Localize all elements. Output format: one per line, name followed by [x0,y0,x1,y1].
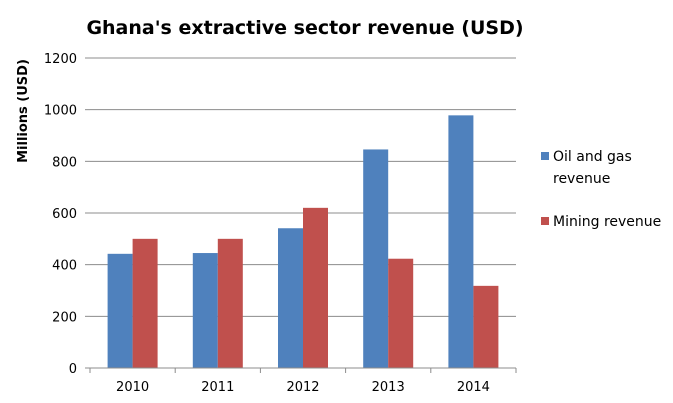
bar-mining-revenue-2012 [303,207,328,368]
bar-mining-revenue-2010 [132,238,158,368]
bar-mining-revenue-2011 [217,238,243,368]
legend-swatch-mining-revenue [541,217,549,225]
y-tick-label: 200 [52,310,77,325]
bar-oil-and-gas-revenue-2014 [448,115,474,368]
y-tick-label: 800 [52,155,77,170]
legend-label-oil-and-gas-revenue: revenue [553,171,610,187]
legend: Oil and gas revenue Mining revenue [541,149,661,230]
y-tick-label: 0 [69,362,77,377]
bars [107,115,499,368]
bar-mining-revenue-2013 [388,258,414,368]
legend-label-mining-revenue: Mining revenue [553,214,661,230]
bar-oil-and-gas-revenue-2013 [363,149,389,368]
x-tick-label: 2012 [286,380,319,395]
x-tick-label: 2011 [201,380,234,395]
x-tick-label: 2010 [116,380,149,395]
y-tick-label: 1000 [44,104,77,119]
bar-oil-and-gas-revenue-2010 [107,253,133,368]
bar-oil-and-gas-revenue-2012 [278,228,303,368]
y-tick-label: 400 [52,259,77,274]
legend-swatch-oil-and-gas-revenue [541,152,549,160]
y-tick-label: 1200 [44,52,77,67]
bar-mining-revenue-2014 [473,285,499,368]
y-axis-title: Millions (USD) [16,59,31,163]
x-tick-label: 2014 [457,380,490,395]
x-tick-label: 2013 [372,380,405,395]
legend-label-oil-and-gas-revenue: Oil and gas [553,149,632,165]
y-axis-ticks: 0 200 400 600 800 1000 1200 [44,52,90,377]
y-tick-label: 600 [52,207,77,222]
chart-title: Ghana's extractive sector revenue (USD) [86,17,523,39]
bar-oil-and-gas-revenue-2011 [192,253,218,368]
x-axis-ticks: 2010 2011 2012 2013 2014 [89,368,517,395]
